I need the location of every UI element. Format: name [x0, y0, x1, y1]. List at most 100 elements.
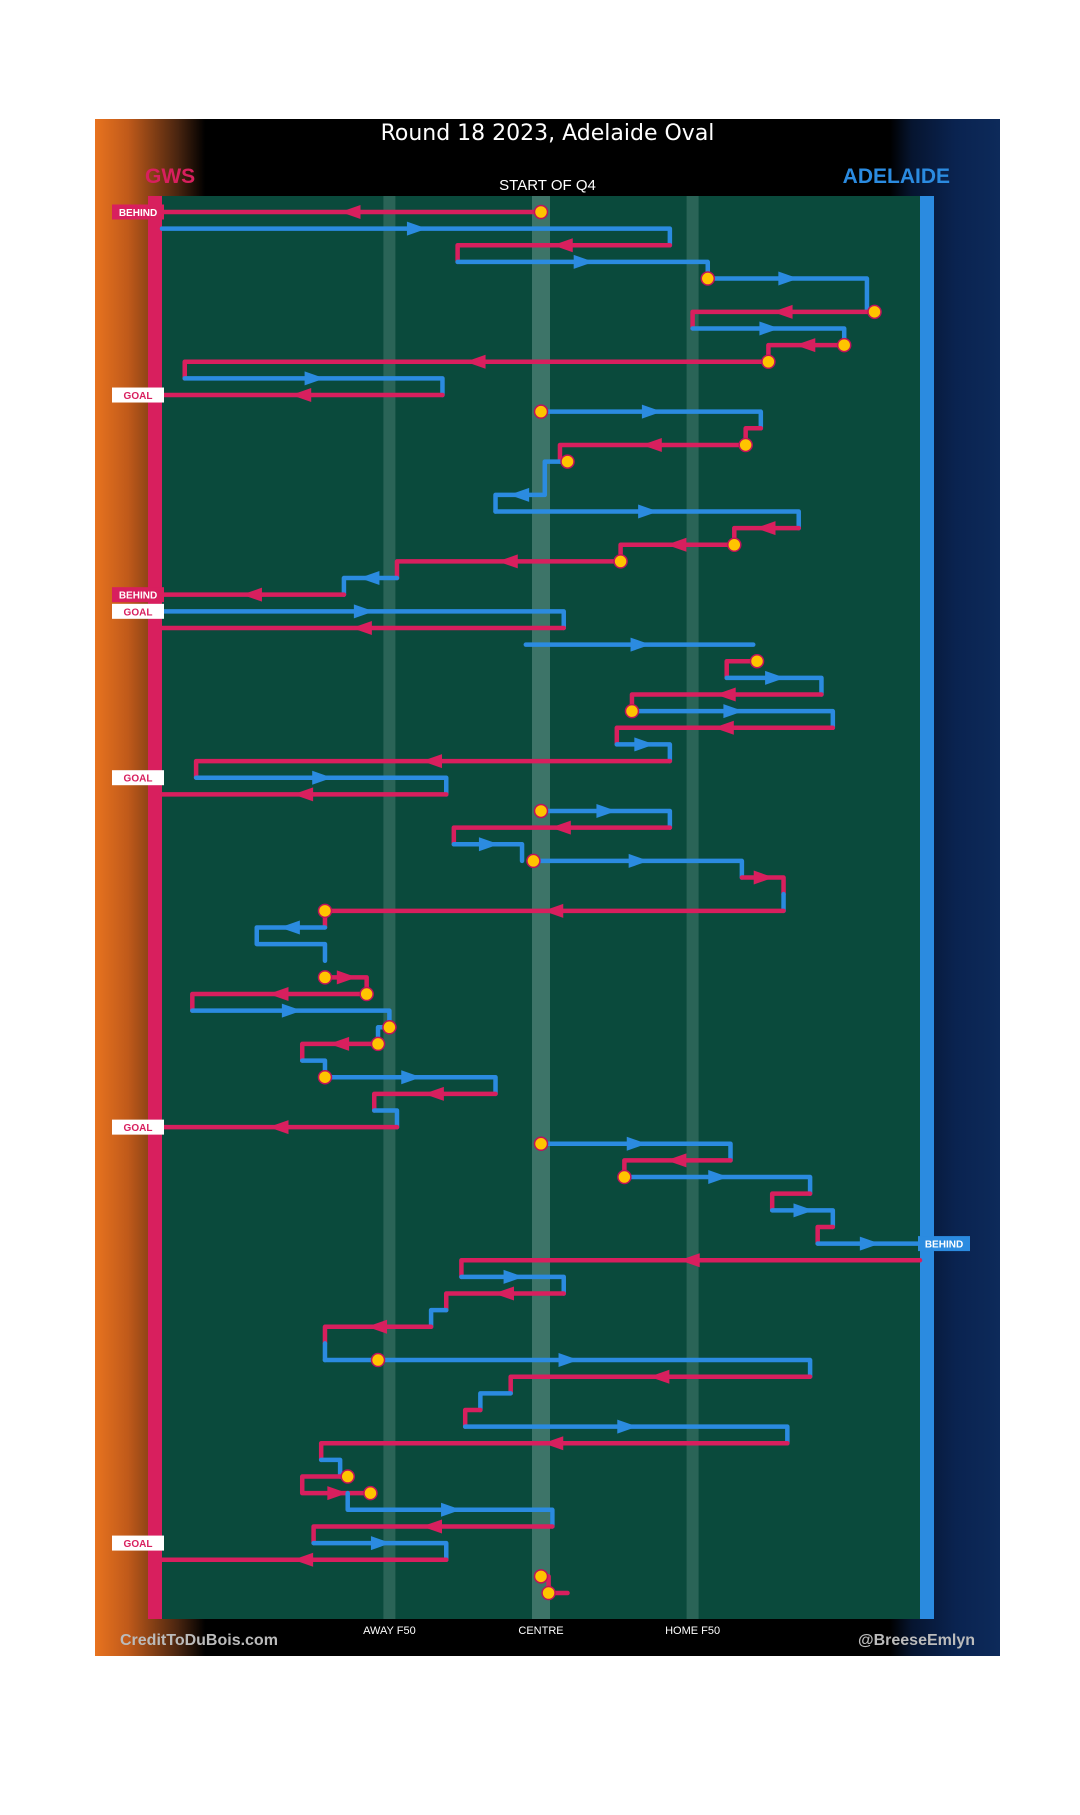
- chain-adelaide-11: [538, 409, 764, 431]
- chain-adelaide-36: [531, 858, 745, 880]
- x-tick-label: CENTRE: [518, 1625, 563, 1637]
- chain-adelaide-49: [371, 1108, 400, 1130]
- chain-arrow: [370, 1536, 391, 1551]
- chain-adelaide-40: [254, 925, 328, 963]
- chain-gws-58: [459, 1257, 923, 1280]
- chain-adelaide-53: [622, 1174, 813, 1196]
- chain-arrow: [441, 1502, 462, 1517]
- chain-arrow: [304, 371, 325, 386]
- chain-arrow: [795, 338, 816, 353]
- chain-arrow: [550, 820, 571, 835]
- chain-arrow: [755, 521, 776, 536]
- chain-arrow: [634, 737, 655, 752]
- chain-gws-73: [311, 1524, 555, 1546]
- team-label-adelaide: ADELAIDE: [842, 165, 950, 188]
- chain-adelaide-25: [724, 675, 824, 697]
- score-badge-label: GOAL: [124, 774, 153, 785]
- stoppage-marker: [533, 803, 549, 819]
- score-badge-behind: [918, 1236, 970, 1252]
- chain-arrow: [778, 271, 799, 286]
- chain-arrow: [478, 837, 499, 852]
- chain-arrow: [312, 770, 333, 785]
- credit-website: CreditToDuBois.com: [120, 1632, 278, 1649]
- chain-arrow: [241, 587, 262, 602]
- score-badge-label: BEHIND: [119, 591, 157, 602]
- stoppage-marker: [836, 337, 852, 353]
- stoppage-marker: [761, 354, 776, 369]
- chain-adelaide-14: [493, 459, 570, 514]
- score-badge-goal: [112, 1535, 164, 1551]
- stoppage-marker: [370, 1036, 386, 1052]
- chain-arrow: [772, 304, 793, 319]
- chain-gws-2: [455, 243, 673, 265]
- chain-arrow: [679, 1253, 700, 1268]
- chain-adelaide-21: [159, 609, 566, 631]
- stoppage-marker: [613, 554, 628, 569]
- chain-gws-13: [557, 442, 748, 464]
- reference-band-0: [383, 196, 396, 1619]
- stoppage-marker: [317, 903, 333, 919]
- chart-title: Round 18 2023, Adelaide Oval: [380, 121, 715, 146]
- chain-adelaide-59: [459, 1274, 566, 1296]
- score-badge-label: BEHIND: [925, 1240, 963, 1251]
- chain-arrow: [573, 254, 594, 269]
- stoppage-marker: [617, 1169, 632, 1185]
- chain-gws-69: [318, 1441, 790, 1463]
- chain-arrow: [558, 1353, 579, 1368]
- chain-arrow: [666, 537, 687, 552]
- chain-arrow: [351, 620, 372, 635]
- chain-arrow: [713, 720, 734, 735]
- chain-adelaide-31: [193, 775, 449, 797]
- score-badge-goal: [112, 387, 164, 403]
- chain-gws-24: [724, 658, 760, 681]
- stoppage-marker: [363, 1485, 378, 1501]
- stoppage-marker: [541, 1585, 556, 1601]
- score-badge-label: GOAL: [124, 1539, 153, 1550]
- chain-adelaide-4: [705, 276, 870, 315]
- chain-arrow: [353, 604, 374, 619]
- chain-arrow: [497, 554, 518, 569]
- chain-adelaide-51: [538, 1141, 733, 1163]
- chain-adelaide-9: [182, 376, 445, 398]
- chain-adelaide-66: [478, 1391, 513, 1413]
- chain-arrow: [543, 903, 564, 918]
- chain-arrow: [293, 1552, 314, 1567]
- chain-arrow: [423, 1086, 444, 1101]
- chain-arrow: [291, 388, 312, 403]
- stoppage-marker: [340, 1469, 355, 1484]
- chain-gws-62: [322, 1324, 434, 1346]
- chain-arrow: [359, 571, 380, 586]
- reference-band-1: [532, 196, 550, 1619]
- chain-arrow: [421, 1519, 442, 1534]
- stoppage-marker: [533, 204, 549, 220]
- stoppage-marker: [359, 986, 374, 1002]
- chain-arrow: [617, 1419, 638, 1434]
- stoppage-marker: [526, 853, 541, 869]
- chain-gws-34: [451, 825, 673, 847]
- chain-arrow: [753, 870, 774, 885]
- score-badge-label: BEHIND: [119, 208, 157, 219]
- chain-arrow: [641, 404, 662, 419]
- chain-arrow: [367, 1319, 388, 1334]
- chain-arrow: [503, 1269, 524, 1284]
- chain-arrow: [596, 803, 617, 818]
- chain-gws-56: [815, 1224, 836, 1246]
- chain-arrow: [630, 637, 651, 652]
- chain-arrow: [759, 321, 780, 336]
- x-tick-label: HOME F50: [665, 1625, 720, 1637]
- chain-adelaide-33: [538, 808, 673, 830]
- stoppage-marker: [317, 970, 333, 985]
- chain-arrow: [509, 487, 530, 502]
- stoppage-marker: [738, 437, 753, 453]
- chain-arrow: [649, 1369, 670, 1384]
- chain-adelaide-15: [493, 509, 801, 531]
- score-badge-label: GOAL: [124, 607, 153, 618]
- chain-adelaide-64: [322, 1357, 813, 1379]
- chain-arrow: [293, 787, 314, 802]
- chain-gws-42: [190, 991, 369, 1013]
- chain-adelaide-1: [159, 226, 673, 248]
- chain-arrow: [638, 504, 659, 519]
- score-badge-goal: [112, 1119, 164, 1135]
- chain-gws-28: [614, 725, 836, 747]
- chain-arrow: [715, 687, 736, 702]
